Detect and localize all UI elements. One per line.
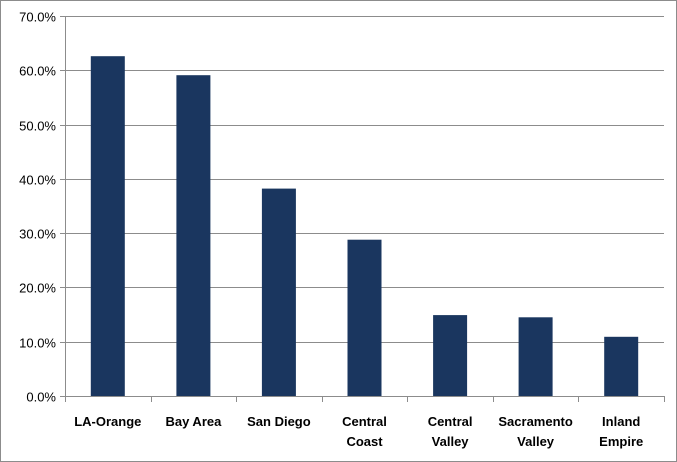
x-category-label: Inland (602, 414, 640, 429)
y-tick-label: 40.0% (19, 173, 56, 188)
y-tick-label: 10.0% (19, 336, 56, 351)
x-category-label: Coast (346, 434, 383, 449)
x-category-label: Bay Area (165, 414, 222, 429)
x-category-label: Central (428, 414, 473, 429)
y-tick-label: 30.0% (19, 227, 56, 242)
y-tick-label: 60.0% (19, 64, 56, 79)
x-category-label: Valley (432, 434, 470, 449)
y-tick-label: 0.0% (26, 390, 56, 405)
x-category-label: Sacramento (498, 414, 572, 429)
y-tick-label: 70.0% (19, 10, 56, 25)
bar (518, 317, 553, 396)
x-category-label: Empire (599, 434, 643, 449)
bar (90, 56, 125, 396)
bar (433, 315, 468, 396)
x-category-label: Central (342, 414, 387, 429)
y-tick-label: 20.0% (19, 281, 56, 296)
bar (176, 75, 211, 396)
y-tick-label: 50.0% (19, 119, 56, 134)
x-category-label: Valley (517, 434, 555, 449)
bar (604, 336, 639, 396)
bar (261, 188, 296, 396)
bar (347, 239, 382, 396)
x-category-label: San Diego (247, 414, 311, 429)
x-category-label: LA-Orange (74, 414, 141, 429)
